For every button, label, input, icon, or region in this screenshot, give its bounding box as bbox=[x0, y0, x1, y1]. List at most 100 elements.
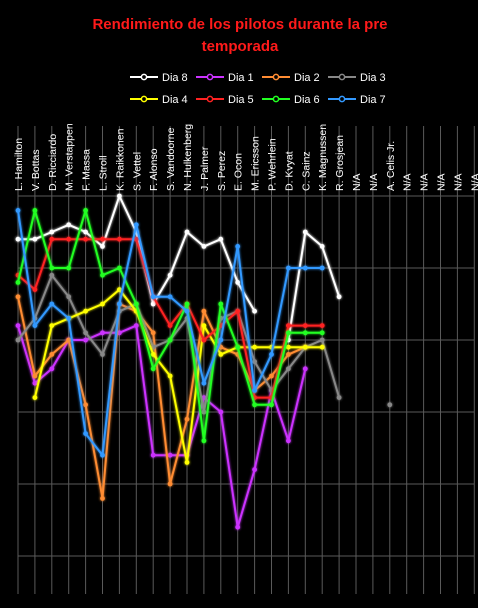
data-point bbox=[66, 294, 72, 300]
data-point bbox=[66, 316, 72, 321]
data-point bbox=[15, 236, 21, 242]
x-tick-label: F. Alonso bbox=[148, 148, 160, 191]
data-point bbox=[218, 301, 224, 307]
data-point bbox=[286, 265, 291, 271]
x-tick-labels: L. Hamilton V. Bottas D. Ricciardo M. Verst… bbox=[13, 123, 478, 191]
data-point bbox=[32, 323, 38, 328]
data-point bbox=[15, 337, 21, 343]
data-point bbox=[117, 236, 122, 242]
series-line bbox=[17, 324, 307, 529]
x-tick-label: V. Bottas bbox=[30, 149, 42, 191]
data-point bbox=[167, 373, 173, 379]
legend-label: Dia 2 bbox=[294, 72, 320, 84]
legend-marker bbox=[206, 95, 214, 103]
data-point bbox=[286, 344, 291, 350]
series-dia-5 bbox=[15, 236, 325, 400]
data-point bbox=[150, 452, 156, 458]
grid bbox=[17, 126, 475, 594]
data-point bbox=[133, 301, 139, 307]
data-point bbox=[150, 344, 156, 350]
data-point bbox=[49, 323, 55, 328]
data-point bbox=[100, 330, 105, 336]
data-point bbox=[319, 323, 325, 328]
data-point bbox=[235, 344, 241, 350]
data-point bbox=[319, 344, 325, 350]
legend: Dia 8 Dia 1 Dia 2 Dia 3 Dia 4 Dia 5 Dia 6 Dia 7 bbox=[130, 72, 386, 106]
data-point bbox=[32, 380, 38, 386]
x-tick-label: N/A bbox=[368, 173, 380, 191]
data-point bbox=[133, 323, 139, 328]
x-tick-label: E. Ocon bbox=[233, 153, 245, 191]
data-point bbox=[49, 352, 55, 357]
data-point bbox=[218, 352, 224, 357]
legend-marker bbox=[338, 95, 346, 103]
data-point bbox=[252, 388, 257, 393]
chart-title-line-1: Rendimiento de los pilotos durante la pr… bbox=[92, 16, 387, 33]
x-tick-label: S. Perez bbox=[216, 151, 228, 191]
legend-marker bbox=[338, 73, 346, 81]
data-point bbox=[150, 301, 156, 307]
data-point bbox=[201, 337, 207, 343]
data-point bbox=[218, 323, 224, 328]
data-point bbox=[83, 229, 88, 235]
data-point bbox=[117, 265, 122, 271]
x-tick-label: F. Massa bbox=[81, 149, 93, 191]
data-point bbox=[286, 352, 291, 357]
data-point bbox=[32, 287, 38, 292]
data-point bbox=[83, 431, 88, 436]
data-point bbox=[336, 294, 342, 300]
data-point bbox=[49, 229, 55, 235]
x-tick-label: L. Stroll bbox=[98, 155, 110, 191]
data-point bbox=[167, 323, 173, 328]
x-tick-label: M. Ericsson bbox=[250, 136, 262, 191]
data-point bbox=[269, 352, 274, 357]
legend-marker bbox=[140, 95, 148, 103]
data-point bbox=[49, 301, 55, 307]
x-tick-label: N. Hulkenberg bbox=[182, 124, 194, 191]
data-point bbox=[184, 301, 190, 307]
data-point bbox=[15, 323, 21, 328]
x-tick-label: A. Celis Jr. bbox=[385, 141, 397, 191]
data-point bbox=[117, 330, 122, 336]
data-point bbox=[150, 366, 156, 372]
data-point bbox=[167, 481, 173, 487]
x-tick-label: N/A bbox=[419, 173, 431, 191]
data-point bbox=[15, 208, 21, 213]
data-point bbox=[32, 373, 38, 379]
data-point bbox=[32, 208, 38, 213]
data-point bbox=[100, 272, 105, 278]
series-dia-6 bbox=[15, 208, 325, 444]
x-tick-label: J. Palmer bbox=[199, 146, 211, 191]
data-point bbox=[66, 236, 72, 242]
series-line bbox=[33, 288, 323, 464]
data-point bbox=[117, 287, 122, 292]
data-point bbox=[15, 280, 21, 285]
data-point bbox=[336, 395, 342, 400]
data-point bbox=[302, 229, 308, 235]
legend-label: Dia 7 bbox=[360, 94, 386, 106]
data-point bbox=[201, 380, 207, 386]
data-point bbox=[49, 236, 55, 242]
series-dia-7 bbox=[15, 208, 325, 458]
x-tick-label: S. Vettel bbox=[131, 152, 143, 191]
data-point bbox=[387, 402, 393, 408]
data-point bbox=[100, 496, 105, 501]
data-point bbox=[83, 308, 88, 314]
data-point bbox=[302, 323, 308, 328]
legend-marker bbox=[272, 95, 280, 103]
legend-label: Dia 6 bbox=[294, 94, 320, 106]
data-point bbox=[83, 330, 88, 336]
data-point bbox=[286, 330, 291, 336]
data-point bbox=[100, 236, 105, 242]
x-tick-label: L. Hamilton bbox=[13, 138, 25, 191]
data-point bbox=[235, 308, 241, 314]
data-point bbox=[83, 337, 88, 343]
data-point bbox=[302, 344, 308, 350]
data-point bbox=[49, 272, 55, 278]
data-point bbox=[83, 402, 88, 408]
data-point bbox=[252, 344, 257, 350]
data-point bbox=[252, 467, 257, 472]
x-tick-label: R. Grosjean bbox=[334, 135, 346, 191]
legend-label: Dia 3 bbox=[360, 72, 386, 84]
